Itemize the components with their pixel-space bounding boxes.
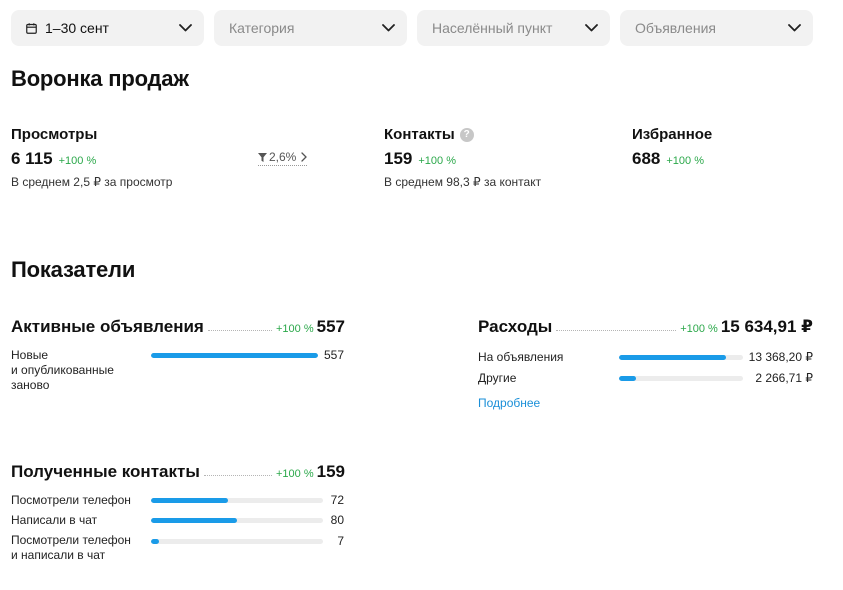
contacts-title: Контакты ? [384, 126, 474, 143]
active-listings-change: +100 % [276, 323, 314, 335]
expenses-ads-fill [619, 355, 726, 360]
chat-bar [151, 518, 323, 523]
expenses-change: +100 % [680, 323, 718, 335]
conversion-link[interactable]: 2,6% [258, 150, 308, 166]
help-icon[interactable]: ? [459, 127, 474, 142]
received-contacts-value: 159 [316, 462, 345, 481]
views-value: 6 115 +100 % [11, 149, 96, 169]
expenses-details-link[interactable]: Подробнее [478, 396, 541, 410]
favorites-title: Избранное [632, 126, 713, 143]
indicators-title: Показатели [11, 257, 136, 282]
chevron-right-icon [301, 152, 308, 162]
active-row-bar [151, 353, 318, 358]
expenses-header: Расходы +100 % 15 634,91 ₽ [478, 317, 813, 337]
received-contacts-header: Полученные контакты +100 % 159 [11, 462, 345, 482]
received-contacts-change: +100 % [276, 468, 314, 480]
expenses-ads-label: На объявления [478, 350, 564, 364]
favorites-value: 688 +100 % [632, 149, 704, 169]
active-row-fill [151, 353, 318, 358]
views-number: 6 115 [11, 149, 53, 168]
calendar-icon [26, 22, 37, 34]
active-row-value: 557 [323, 348, 344, 362]
phone-and-chat-bar [151, 539, 323, 544]
phone-views-bar [151, 498, 323, 503]
phone-and-chat-label: Посмотрели телефон и написали в чат [11, 533, 131, 562]
contacts-value: 159 +100 % [384, 149, 456, 169]
views-change: +100 % [58, 155, 97, 167]
phone-views-fill [151, 498, 229, 503]
locality-label: Населённый пункт [432, 20, 553, 36]
chat-value: 80 [330, 513, 344, 527]
chat-fill [151, 518, 237, 523]
date-range-filter[interactable]: 1–30 сент [11, 10, 204, 46]
expenses-ads-value: 13 368,20 ₽ [748, 350, 813, 364]
conversion-value: 2,6% [269, 150, 297, 164]
chevron-down-icon [179, 24, 192, 32]
views-average: В среднем 2,5 ₽ за просмотр [11, 175, 173, 189]
expenses-other-label: Другие [478, 371, 517, 385]
category-filter[interactable]: Категория [214, 10, 407, 46]
views-title: Просмотры [11, 126, 98, 143]
expenses-ads-bar [619, 355, 743, 360]
filter-bar: 1–30 сент Категория Населённый пункт Объ… [11, 10, 813, 46]
expenses-title: Расходы [478, 317, 553, 336]
funnel-title: Воронка продаж [11, 66, 189, 91]
expenses-other-fill [619, 376, 637, 381]
received-contacts-title: Полученные контакты [11, 462, 200, 481]
locality-filter[interactable]: Населённый пункт [417, 10, 610, 46]
date-range-label: 1–30 сент [45, 20, 109, 36]
contacts-change: +100 % [418, 155, 456, 167]
phone-views-label: Посмотрели телефон [11, 493, 131, 507]
active-listings-value: 557 [316, 317, 345, 336]
favorites-change: +100 % [666, 155, 704, 167]
contacts-average: В среднем 98,3 ₽ за контакт [384, 175, 542, 189]
expenses-value: 15 634,91 ₽ [720, 317, 813, 336]
chevron-down-icon [788, 24, 801, 32]
active-listings-header: Активные объявления +100 % 557 [11, 317, 345, 337]
chat-label: Написали в чат [11, 513, 98, 527]
expenses-other-bar [619, 376, 743, 381]
funnel-icon [258, 152, 267, 162]
phone-views-value: 72 [330, 493, 344, 507]
phone-and-chat-value: 7 [337, 534, 344, 548]
active-listings-title: Активные объявления [11, 317, 204, 336]
listings-label: Объявления [635, 20, 716, 36]
chevron-down-icon [382, 24, 395, 32]
phone-and-chat-fill [151, 539, 159, 544]
category-label: Категория [229, 20, 295, 36]
favorites-number: 688 [632, 149, 661, 168]
active-row-label: Новые и опубликованные заново [11, 348, 114, 392]
contacts-number: 159 [384, 149, 413, 168]
chevron-down-icon [585, 24, 598, 32]
listings-filter[interactable]: Объявления [620, 10, 813, 46]
expenses-other-value: 2 266,71 ₽ [755, 371, 813, 385]
